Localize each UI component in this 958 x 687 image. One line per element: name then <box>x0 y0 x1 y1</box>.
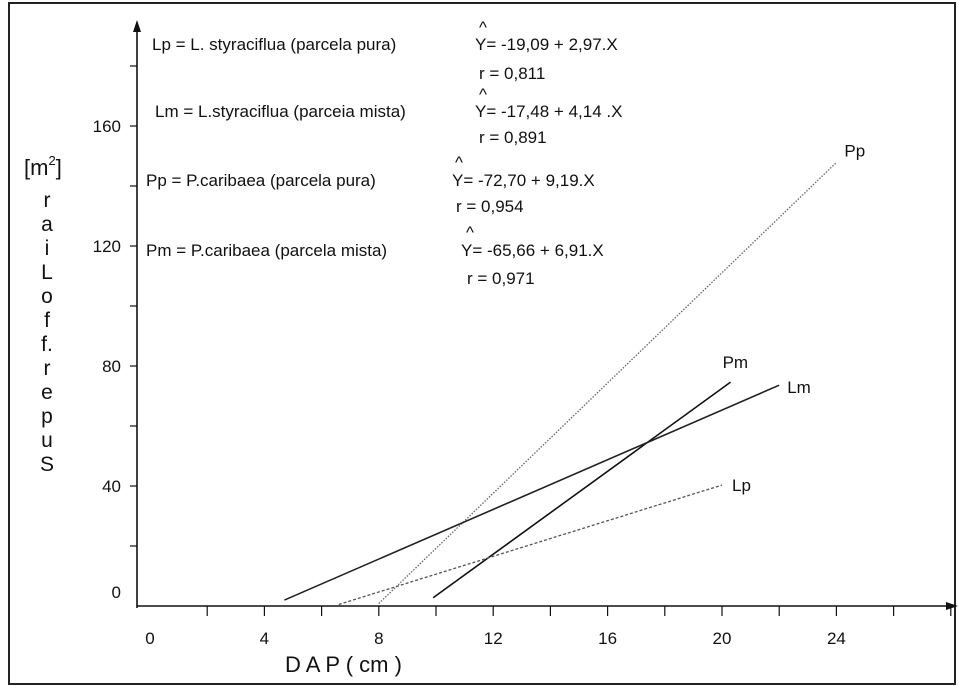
y-axis-title-char: o <box>41 285 53 308</box>
equation-lp-hat: ^ <box>479 18 487 37</box>
y-ticks: 0 40 80 120 160 <box>93 65 137 602</box>
x-tick-label: 24 <box>827 629 846 648</box>
equation-pm-rhs: Y= -65,66 + 6,91.X <box>461 241 604 260</box>
series-line-pm <box>432 381 732 599</box>
series-label-lm: Lm <box>787 378 811 397</box>
equation-lp-lhs: Lp = L. styraciflua (parcela pura) <box>152 35 396 54</box>
equation-pm-hat: ^ <box>466 223 474 242</box>
y-axis-unit-open: [m <box>24 155 48 180</box>
y-axis-unit: [m2] <box>24 153 62 180</box>
equation-pm-lhs: Pm = P.caribaea (parcela mista) <box>146 241 387 260</box>
x-tick-label: 16 <box>598 629 617 648</box>
series-label-pm: Pm <box>723 353 749 372</box>
series-line-pp <box>378 161 837 605</box>
equation-lm-rhs: Y= -17,48 + 4,14 .X <box>475 102 622 121</box>
y-axis-title-char: L <box>41 261 53 284</box>
axes <box>133 20 958 610</box>
chart-frame <box>8 2 956 685</box>
equation-lm-hat: ^ <box>479 85 487 104</box>
y-axis-title-char: i <box>45 237 50 260</box>
equation-block: Lp = L. styraciflua (parcela pura) ^ Y= … <box>146 18 622 288</box>
y-axis-title-char: u <box>41 429 53 452</box>
series-line-lm <box>284 384 780 601</box>
y-axis-title-char: r <box>44 357 51 380</box>
x-tick-label: 8 <box>374 629 383 648</box>
equation-pp-lhs: Pp = P.caribaea (parcela pura) <box>146 171 376 190</box>
y-axis-unit-close: ] <box>56 155 62 180</box>
series-label-lp: Lp <box>732 476 751 495</box>
y-axis-unit-sup: 2 <box>48 153 55 168</box>
y-axis-title-char: S <box>40 453 54 476</box>
equation-pp-r: r = 0,954 <box>456 197 524 216</box>
equation-lm-r: r = 0,891 <box>479 128 547 147</box>
y-axis-title-char: f <box>44 309 50 332</box>
series-lines <box>284 161 837 606</box>
y-tick-label: 40 <box>102 477 121 496</box>
x-tick-label: 4 <box>260 629 269 648</box>
equation-lp-rhs: Y= -19,09 + 2,97.X <box>475 35 618 54</box>
y-axis-title-char: r <box>44 189 51 212</box>
y-tick-label: 0 <box>112 583 121 602</box>
equation-lp-r: r = 0,811 <box>479 64 545 83</box>
x-axis-title: D A P ( cm ) <box>285 652 402 677</box>
y-tick-label: 120 <box>93 237 121 256</box>
equation-pp-hat: ^ <box>455 153 463 172</box>
equation-lm-lhs: Lm = L.styraciflua (parceia mista) <box>155 102 406 121</box>
x-axis-arrow <box>946 602 958 610</box>
x-tick-label: 0 <box>145 629 154 648</box>
equation-pm-r: r = 0,971 <box>467 269 535 288</box>
y-axis-title-char: p <box>41 405 53 428</box>
series-label-pp: Pp <box>844 141 865 160</box>
series-line-lp <box>338 484 723 606</box>
equation-pp-rhs: Y= -72,70 + 9,19.X <box>452 171 595 190</box>
y-axis-title-char: e <box>41 381 53 404</box>
y-tick-label: 80 <box>102 357 121 376</box>
x-ticks: 0 4 8 12 16 20 24 <box>145 606 952 648</box>
y-tick-label: 160 <box>93 117 121 136</box>
x-tick-label: 12 <box>484 629 503 648</box>
y-axis-title-char: f. <box>41 333 53 356</box>
y-axis-arrow <box>133 20 141 32</box>
x-tick-label: 20 <box>713 629 732 648</box>
y-axis-title-char: a <box>41 213 53 236</box>
series-labels: Pp Pm Lm Lp <box>723 141 866 495</box>
